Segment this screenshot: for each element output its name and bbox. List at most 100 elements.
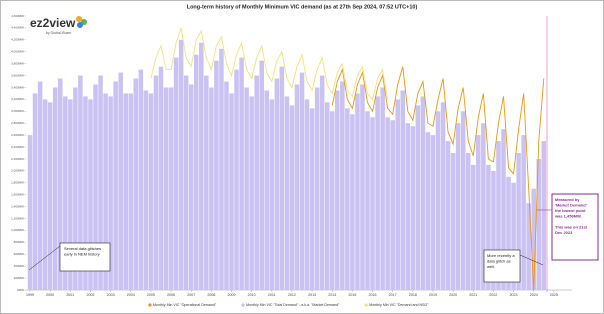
legend-marker [241, 303, 245, 307]
y-tick-label: 3,600MW [11, 73, 24, 77]
bar [279, 66, 285, 290]
x-tick-label: 2018 [409, 293, 417, 297]
bar [209, 87, 214, 290]
bar [52, 87, 58, 290]
x-tick-label: 2004 [127, 293, 135, 297]
y-tick-label: 4,200MW [11, 38, 24, 42]
legend-label: Monthly Min VIC "Total Demand" - a.k.a. … [246, 303, 340, 307]
bar [481, 123, 486, 290]
y-tick-label: 2,200MW [11, 157, 24, 161]
y-tick-label: 3,800MW [11, 61, 24, 65]
y-tick-label: 1,600MW [11, 192, 24, 196]
bar [329, 111, 335, 290]
bar [123, 93, 128, 290]
bar [516, 153, 521, 290]
annotation-text: 'Market Demand' [555, 203, 587, 208]
x-tick-label: 2013 [308, 293, 316, 297]
x-tick-label: 2011 [268, 293, 276, 297]
x-tick-label: 2019 [429, 293, 437, 297]
y-tick-label: 3,400MW [11, 85, 24, 89]
bar [254, 75, 259, 290]
bar [249, 96, 254, 290]
y-tick-label: 1,200MW [11, 216, 24, 220]
bar [400, 90, 406, 291]
x-tick-label: 2002 [86, 293, 94, 297]
bar [148, 93, 154, 290]
bar [345, 108, 350, 291]
bar [450, 153, 456, 290]
x-tick-label: 2020 [449, 293, 457, 297]
bar [340, 81, 345, 291]
bar [163, 87, 169, 290]
bar [501, 129, 506, 290]
bar [224, 81, 229, 291]
bar [390, 120, 395, 290]
bar [506, 176, 511, 290]
bar [73, 87, 78, 290]
bar [511, 182, 516, 290]
bar [324, 102, 330, 290]
bar [68, 99, 73, 291]
x-tick-label: 2025 [550, 293, 558, 297]
bar [294, 84, 300, 290]
bar [440, 102, 446, 290]
bar [83, 96, 88, 290]
bar [521, 135, 526, 290]
bar [350, 114, 355, 290]
bar [269, 99, 275, 291]
bar [78, 75, 83, 290]
y-tick-label: 3,000MW [11, 109, 24, 113]
bar [314, 87, 320, 290]
y-tick-label: 800MW [14, 240, 25, 244]
bar [491, 170, 496, 290]
annotation-text: well. [487, 264, 495, 269]
x-tick-label: 2003 [107, 293, 115, 297]
bar [531, 188, 536, 290]
bar [57, 78, 63, 290]
logo-sub: by Global-Roam [46, 31, 71, 35]
x-tick-label: 2021 [469, 293, 477, 297]
bar [465, 153, 471, 290]
bar [395, 99, 400, 291]
bar [304, 99, 310, 291]
bar [380, 87, 385, 290]
bar [335, 90, 340, 291]
x-tick-label: 1999 [26, 293, 34, 297]
legend-label: Monthly Min VIC "Operational Demand" [153, 303, 217, 307]
bar [355, 93, 360, 290]
bar [360, 84, 365, 290]
annotation-text: Dec 2023 [555, 230, 573, 235]
bar [239, 57, 244, 291]
x-tick-label: 2006 [167, 293, 175, 297]
bar [98, 75, 103, 290]
bar [153, 75, 159, 290]
y-tick-label: 2,000MW [11, 169, 24, 173]
y-tick-label: 1,000MW [11, 228, 24, 232]
chart-title: Long-term history of Monthly Minimum VIC… [187, 4, 418, 10]
y-tick-label: 2,400MW [11, 145, 24, 149]
bar [430, 135, 436, 290]
annotation-text: data glitch as [487, 259, 511, 264]
legend-marker [148, 303, 152, 307]
y-tick-label: 1,400MW [11, 204, 24, 208]
annotation-arrow [519, 254, 544, 266]
annotation-text: early in NEM history [64, 252, 100, 257]
x-tick-label: 2012 [288, 293, 296, 297]
bar [108, 96, 113, 290]
bar [193, 54, 199, 290]
bar [309, 108, 315, 291]
bar [541, 141, 547, 290]
bar [32, 93, 38, 290]
bar [455, 123, 461, 290]
bar [158, 66, 164, 290]
bar [405, 123, 411, 290]
y-tick-label: 4,600MW [11, 14, 24, 18]
bar [259, 60, 264, 290]
bar [113, 81, 118, 291]
x-tick-label: 2024 [530, 293, 538, 297]
bar [27, 135, 33, 290]
x-tick-label: 2009 [228, 293, 236, 297]
bar [471, 164, 476, 290]
bar [173, 57, 179, 291]
y-tick-label: 1,800MW [11, 181, 24, 185]
